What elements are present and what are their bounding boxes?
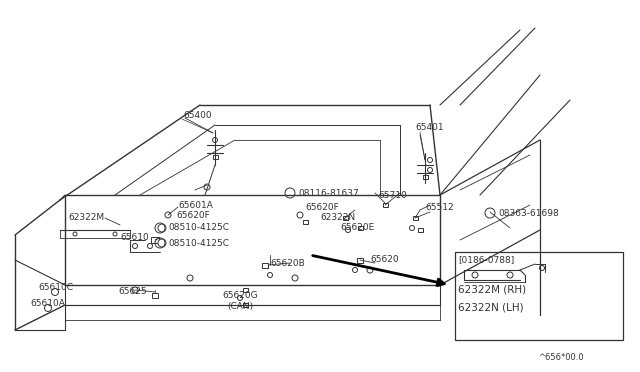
Bar — [413, 216, 417, 220]
Bar — [417, 228, 422, 232]
Bar — [152, 292, 158, 298]
Circle shape — [353, 267, 358, 273]
Text: 65610C: 65610C — [38, 283, 73, 292]
Circle shape — [187, 275, 193, 281]
Text: 65400: 65400 — [183, 112, 212, 121]
Bar — [212, 155, 218, 159]
Text: 08510-4125C: 08510-4125C — [168, 238, 229, 247]
Text: 65601A: 65601A — [178, 201, 213, 209]
Bar — [357, 257, 363, 263]
Bar — [455, 252, 623, 340]
Text: [0186-0788]: [0186-0788] — [458, 256, 515, 264]
Bar — [422, 175, 428, 179]
Circle shape — [132, 287, 138, 293]
Text: 08116-81637: 08116-81637 — [298, 189, 359, 198]
Circle shape — [51, 289, 58, 295]
Bar — [243, 303, 248, 307]
Circle shape — [204, 184, 210, 190]
Circle shape — [428, 167, 433, 173]
Circle shape — [237, 295, 243, 301]
Text: 62322N: 62322N — [320, 214, 355, 222]
Text: 65710: 65710 — [378, 190, 407, 199]
Text: 65620E: 65620E — [340, 224, 374, 232]
Circle shape — [292, 275, 298, 281]
Text: 08510-4125C: 08510-4125C — [168, 224, 229, 232]
Bar — [151, 237, 159, 243]
Circle shape — [410, 225, 415, 231]
Circle shape — [212, 138, 218, 142]
Circle shape — [428, 157, 433, 163]
Text: 65625: 65625 — [118, 288, 147, 296]
Circle shape — [45, 305, 51, 311]
Circle shape — [297, 212, 303, 218]
Text: 62322M (RH): 62322M (RH) — [458, 285, 526, 295]
Circle shape — [367, 267, 373, 273]
Text: 65401: 65401 — [415, 124, 444, 132]
Text: ^656*00.0: ^656*00.0 — [538, 353, 584, 362]
Text: (CAN): (CAN) — [227, 302, 253, 311]
Circle shape — [472, 272, 478, 278]
Bar — [303, 220, 307, 224]
Bar — [243, 288, 248, 292]
Text: 65512: 65512 — [425, 203, 454, 212]
Text: 65610A: 65610A — [30, 298, 65, 308]
Text: 62322N (LH): 62322N (LH) — [458, 302, 524, 312]
Text: 65620: 65620 — [370, 256, 399, 264]
Bar — [383, 203, 387, 207]
Circle shape — [507, 272, 513, 278]
Circle shape — [346, 228, 351, 232]
Circle shape — [158, 224, 166, 232]
Text: 65610: 65610 — [120, 234, 148, 243]
Text: 65620F: 65620F — [176, 211, 210, 219]
Circle shape — [165, 212, 171, 218]
Text: 65620F: 65620F — [305, 203, 339, 212]
Text: 65620G: 65620G — [222, 291, 258, 299]
Text: 62322M: 62322M — [68, 214, 104, 222]
Circle shape — [268, 273, 273, 278]
Text: 65620B: 65620B — [270, 259, 305, 267]
Circle shape — [158, 239, 166, 247]
Circle shape — [73, 232, 77, 236]
Circle shape — [147, 244, 152, 248]
Bar — [342, 216, 348, 220]
Circle shape — [113, 232, 117, 236]
Bar — [358, 226, 362, 230]
Bar — [262, 263, 268, 267]
Circle shape — [540, 266, 545, 270]
Circle shape — [132, 244, 138, 248]
Text: 08363-61698: 08363-61698 — [498, 208, 559, 218]
